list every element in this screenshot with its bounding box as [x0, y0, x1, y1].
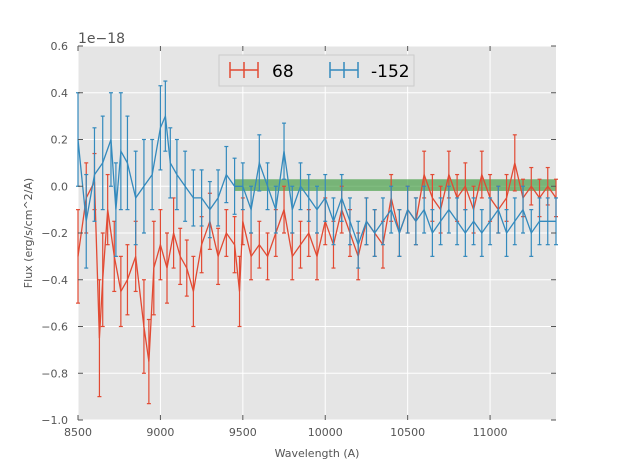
band-layer — [234, 179, 556, 191]
legend-entry-1: 68 — [229, 62, 294, 82]
x-axis-label: Wavelength (A) — [275, 447, 360, 460]
y-tick-label: 0.4 — [51, 87, 69, 100]
y-tick-label: −1.0 — [41, 414, 68, 427]
legend: 68 -152 — [218, 54, 415, 87]
series-line — [77, 162, 557, 362]
legend-box — [218, 54, 415, 87]
y-axis-label: Flux (erg/s/cm^2/A) — [22, 178, 35, 288]
y-tick-label: −0.2 — [41, 227, 68, 240]
x-tick-label: 9500 — [229, 426, 257, 439]
x-tick-label: 9000 — [146, 426, 174, 439]
y-tick-label: 0.0 — [51, 180, 69, 193]
legend-label: 68 — [272, 62, 294, 82]
legend-label: -152 — [371, 62, 410, 82]
y-scale-label: 1e−18 — [78, 31, 125, 47]
y-tick-label: −0.6 — [41, 321, 68, 334]
series-2 — [76, 80, 558, 269]
ticks: 8500 9000 9500 10000 10500 11000 −1.0 −0.8 −0.6 −… — [41, 40, 556, 439]
y-tick-label: −0.4 — [41, 274, 68, 287]
legend-symbol — [329, 62, 359, 78]
y-tick-label: 0.6 — [51, 40, 69, 53]
series-line — [77, 113, 556, 247]
legend-symbol — [229, 62, 259, 78]
y-tick-label: 0.2 — [51, 134, 69, 147]
x-tick-label: 10500 — [390, 426, 425, 439]
x-tick-label: 8500 — [64, 426, 92, 439]
shaded-band — [234, 179, 556, 191]
x-tick-label: 11000 — [473, 426, 508, 439]
y-tick-label: −0.8 — [41, 367, 68, 380]
legend-entry-2: -152 — [329, 62, 410, 82]
x-tick-label: 10000 — [308, 426, 343, 439]
series-layer — [76, 80, 558, 405]
